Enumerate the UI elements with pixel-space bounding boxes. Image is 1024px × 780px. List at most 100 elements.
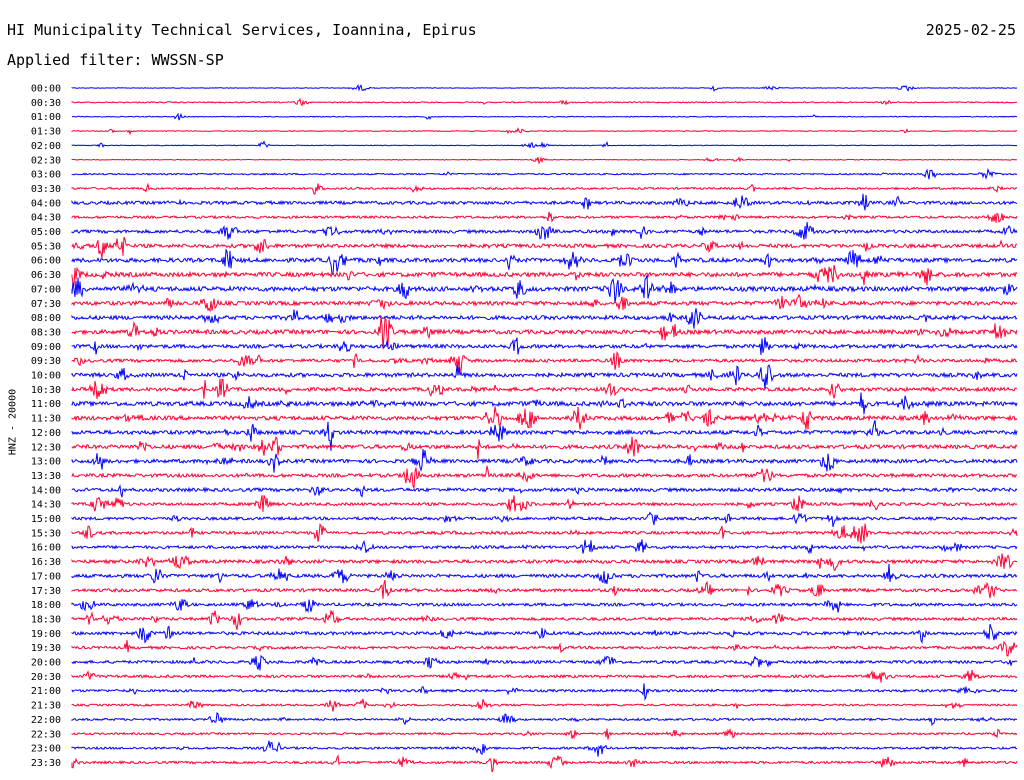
time-tick-label: 05:30 <box>31 241 61 252</box>
trace-row-1600 <box>71 539 1018 555</box>
time-tick-label: 23:00 <box>31 744 61 755</box>
trace-row-1230 <box>71 436 1018 460</box>
trace-row-2330 <box>71 754 1018 773</box>
trace-row-2200 <box>71 712 1018 727</box>
trace-row-0830 <box>71 315 1018 350</box>
time-tick-label: 18:30 <box>31 614 61 625</box>
time-tick-label: 09:30 <box>31 356 61 367</box>
time-tick-label: 19:00 <box>31 629 61 640</box>
seismic-traces <box>71 83 1018 773</box>
time-tick-label: 04:00 <box>31 198 61 209</box>
trace-row-0800 <box>71 308 1018 329</box>
trace-row-0530 <box>71 236 1017 259</box>
trace-row-1730 <box>71 579 1018 599</box>
time-tick-label: 05:00 <box>31 227 61 238</box>
trace-row-0300 <box>71 167 1018 180</box>
time-tick-label: 15:30 <box>31 528 61 539</box>
time-tick-label: 06:00 <box>31 256 61 267</box>
time-tick-label: 02:30 <box>31 155 61 166</box>
time-tick-label: 22:00 <box>31 715 61 726</box>
trace-row-1700 <box>71 563 1018 585</box>
time-tick-label: 10:00 <box>31 371 61 382</box>
trace-row-1300 <box>71 448 1018 473</box>
time-tick-label: 12:00 <box>31 428 61 439</box>
time-tick-label: 06:30 <box>31 270 61 281</box>
time-tick-label: 03:30 <box>31 184 61 195</box>
time-tick-labels: 00:00 00:30 01:00 01:30 02:00 02:30 03:00 03:30… <box>31 84 61 769</box>
time-tick-label: 16:30 <box>31 557 61 568</box>
trace-row-0600 <box>71 248 1018 275</box>
time-tick-label: 00:00 <box>31 84 61 95</box>
time-tick-label: 17:30 <box>31 586 61 597</box>
time-tick-label: 21:00 <box>31 686 61 697</box>
time-tick-label: 08:30 <box>31 327 61 338</box>
time-tick-label: 01:00 <box>31 112 61 123</box>
trace-row-1430 <box>71 495 1018 512</box>
trace-row-0730 <box>71 293 1018 313</box>
time-tick-label: 01:30 <box>31 127 61 138</box>
time-tick-label: 12:30 <box>31 442 61 453</box>
trace-row-0230 <box>71 156 1018 165</box>
time-tick-label: 22:30 <box>31 729 61 740</box>
time-tick-label: 09:00 <box>31 342 61 353</box>
time-tick-label: 14:00 <box>31 485 61 496</box>
trace-row-1130 <box>71 406 1018 430</box>
trace-row-2000 <box>71 654 1018 671</box>
time-tick-label: 08:00 <box>31 313 61 324</box>
time-tick-label: 21:30 <box>31 701 61 712</box>
trace-row-0100 <box>71 112 1018 121</box>
time-tick-label: 13:00 <box>31 457 61 468</box>
time-tick-label: 04:30 <box>31 213 61 224</box>
record-date: 2025-02-25 <box>925 21 1016 39</box>
time-tick-label: 10:30 <box>31 385 61 396</box>
time-tick-label: 18:00 <box>31 600 61 611</box>
trace-row-1900 <box>71 624 1018 644</box>
trace-row-1630 <box>71 553 1017 572</box>
time-tick-label: 16:00 <box>31 543 61 554</box>
trace-row-0030 <box>71 97 1018 107</box>
trace-row-0930 <box>71 350 1018 372</box>
trace-row-0630 <box>71 264 1018 287</box>
trace-row-2030 <box>71 670 1018 683</box>
trace-row-1400 <box>71 484 1018 498</box>
trace-row-1200 <box>71 420 1018 451</box>
trace-row-1830 <box>71 610 1018 631</box>
time-tick-label: 17:00 <box>31 571 61 582</box>
time-tick-label: 02:00 <box>31 141 61 152</box>
time-tick-label: 13:30 <box>31 471 61 482</box>
trace-row-0330 <box>71 182 1018 195</box>
time-tick-label: 11:30 <box>31 414 61 425</box>
time-tick-label: 20:00 <box>31 658 61 669</box>
trace-row-2300 <box>71 740 1018 757</box>
time-tick-label: 07:00 <box>31 284 61 295</box>
time-tick-label: 14:30 <box>31 500 61 511</box>
trace-row-0000 <box>71 83 1018 93</box>
trace-row-0400 <box>71 193 1018 211</box>
trace-row-0700 <box>71 275 1018 304</box>
time-tick-label: 07:30 <box>31 299 61 310</box>
trace-row-2230 <box>71 727 1018 740</box>
trace-row-2130 <box>71 698 1018 712</box>
time-tick-label: 20:30 <box>31 672 61 683</box>
time-tick-label: 00:30 <box>31 98 61 109</box>
trace-row-1500 <box>71 511 1018 528</box>
trace-row-1930 <box>71 639 1018 657</box>
trace-row-0200 <box>71 140 1018 149</box>
time-tick-label: 11:00 <box>31 399 61 410</box>
trace-row-1330 <box>71 465 1018 490</box>
trace-row-1100 <box>71 392 1018 415</box>
trace-row-0900 <box>71 337 1018 356</box>
time-tick-label: 19:30 <box>31 643 61 654</box>
trace-row-0500 <box>71 222 1018 240</box>
filter-label: Applied filter: WWSSN-SP <box>7 51 224 69</box>
trace-row-1000 <box>71 364 1018 390</box>
trace-row-0130 <box>71 127 1018 136</box>
trace-row-2100 <box>71 683 1018 702</box>
time-tick-label: 15:00 <box>31 514 61 525</box>
trace-row-0430 <box>71 211 1018 223</box>
trace-row-1800 <box>71 599 1018 614</box>
trace-row-1530 <box>71 523 1018 544</box>
station-title: HI Municipality Technical Services, Ioan… <box>7 21 477 39</box>
trace-row-1030 <box>71 378 1018 399</box>
